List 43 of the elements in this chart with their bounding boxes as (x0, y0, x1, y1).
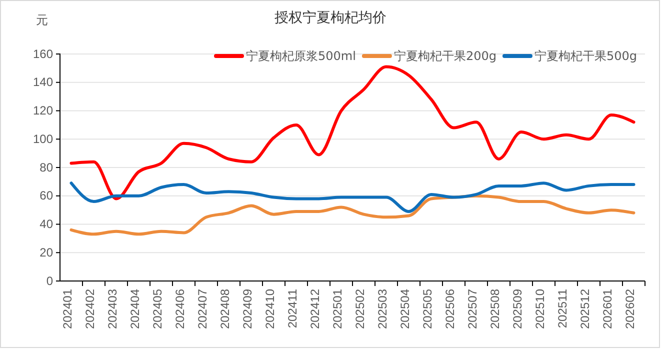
x-tick-label: 202401 (60, 288, 74, 330)
y-tick-label: 60 (40, 188, 54, 203)
x-tick-label: 202409 (240, 288, 254, 330)
x-tick-label: 202403 (105, 288, 120, 330)
x-tick-label: 202512 (578, 288, 592, 330)
y-tick-label: 0 (46, 274, 54, 288)
y-tick-label: 20 (40, 245, 54, 260)
x-tick-label: 202507 (465, 288, 480, 330)
x-tick-label: 202506 (442, 288, 457, 330)
y-axis-title: 元 (36, 13, 48, 27)
y-tick-label: 140 (32, 75, 54, 90)
y-tick-label: 100 (32, 132, 54, 146)
x-tick-label: 202402 (82, 288, 97, 330)
x-tick-label: 202407 (195, 288, 210, 330)
x-tick-label: 202601 (600, 288, 614, 330)
x-tick-label: 202408 (218, 288, 232, 330)
x-tick-label: 202501 (330, 288, 344, 330)
x-tick-label: 202602 (622, 288, 637, 330)
y-tick-label: 40 (40, 217, 54, 232)
line-series (70, 65, 636, 200)
x-tick-label: 202502 (352, 288, 367, 330)
x-tick-label: 202406 (172, 288, 187, 330)
x-tick-label: 202510 (532, 288, 547, 330)
x-tick-label: 202511 (555, 288, 570, 328)
x-tick-label: 202412 (308, 288, 322, 330)
y-tick-label: 160 (32, 46, 54, 61)
x-tick-label: 202411 (285, 288, 300, 328)
chart-title: 授权宁夏枸杞均价 (274, 10, 386, 26)
line-series (70, 194, 636, 236)
legend-label: 宁夏枸杞原浆500ml (246, 49, 356, 64)
y-tick-label: 80 (40, 160, 54, 174)
legend-label: 宁夏枸杞干果500g (534, 49, 637, 64)
x-tick-label: 202410 (262, 288, 277, 330)
x-tick-label: 202503 (375, 288, 390, 330)
legend-label: 宁夏枸杞干果200g (394, 49, 496, 64)
y-tick-label: 120 (32, 104, 54, 118)
x-tick-label: 202504 (398, 288, 412, 330)
x-tick-label: 202404 (128, 288, 142, 330)
x-tick-label: 202405 (150, 288, 164, 330)
x-tick-label: 202509 (510, 288, 524, 330)
x-tick-label: 202505 (420, 288, 434, 330)
line-series (70, 182, 636, 213)
x-tick-label: 202508 (488, 288, 502, 330)
